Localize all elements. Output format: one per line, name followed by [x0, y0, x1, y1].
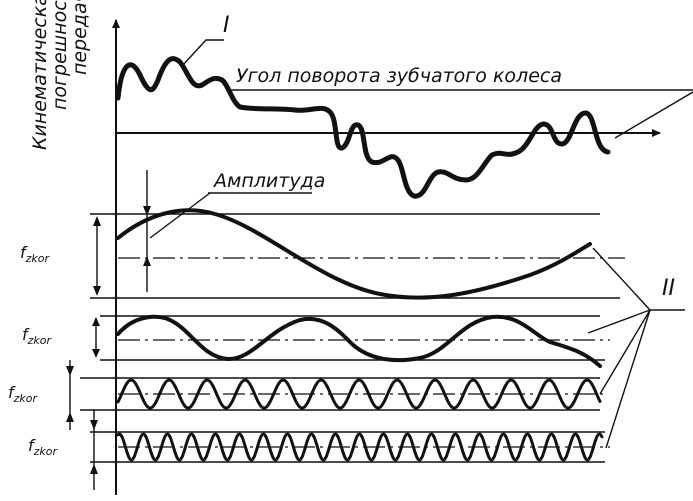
- curve-marker-2-leader-2: [587, 309, 651, 334]
- component-2-curve: [116, 314, 602, 368]
- component-1-dimension-arrows: [93, 216, 101, 296]
- f-label-4: fzkor: [28, 436, 59, 458]
- curve-marker-2: II: [662, 276, 675, 301]
- y-axis-label-line-3: передачи: [69, 0, 91, 75]
- angle-label-pointer-line: [614, 91, 693, 139]
- y-axis-label-line-1: Кинематическая: [29, 0, 51, 150]
- amplitude-label: Амплитуда: [212, 170, 325, 192]
- curve-marker-1: I: [223, 13, 230, 38]
- curve-marker-2-leader-4: [605, 309, 651, 449]
- component-3-curve: [116, 378, 602, 410]
- f-label-3: fzkor: [8, 383, 39, 405]
- component-1-curve: [116, 208, 592, 300]
- component-2-dimension-arrows: [92, 317, 100, 358]
- angle-label: Угол поворота зубчатого колеса: [236, 65, 562, 87]
- f-label-2: fzkor: [22, 325, 53, 347]
- curve-marker-2-leader-3: [599, 309, 651, 395]
- component-4-curve: [116, 432, 604, 462]
- y-axis-label: Кинематическая погрешность передачи: [29, 0, 91, 150]
- curve-marker-2-leader-1: [592, 247, 651, 311]
- y-axis-label-line-2: погрешность: [49, 0, 71, 110]
- total-error-curve: [115, 56, 611, 199]
- f-label-1: fzkor: [20, 243, 51, 265]
- curve-marker-1-leader: [181, 39, 224, 67]
- amplitude-label-leader: [149, 192, 211, 239]
